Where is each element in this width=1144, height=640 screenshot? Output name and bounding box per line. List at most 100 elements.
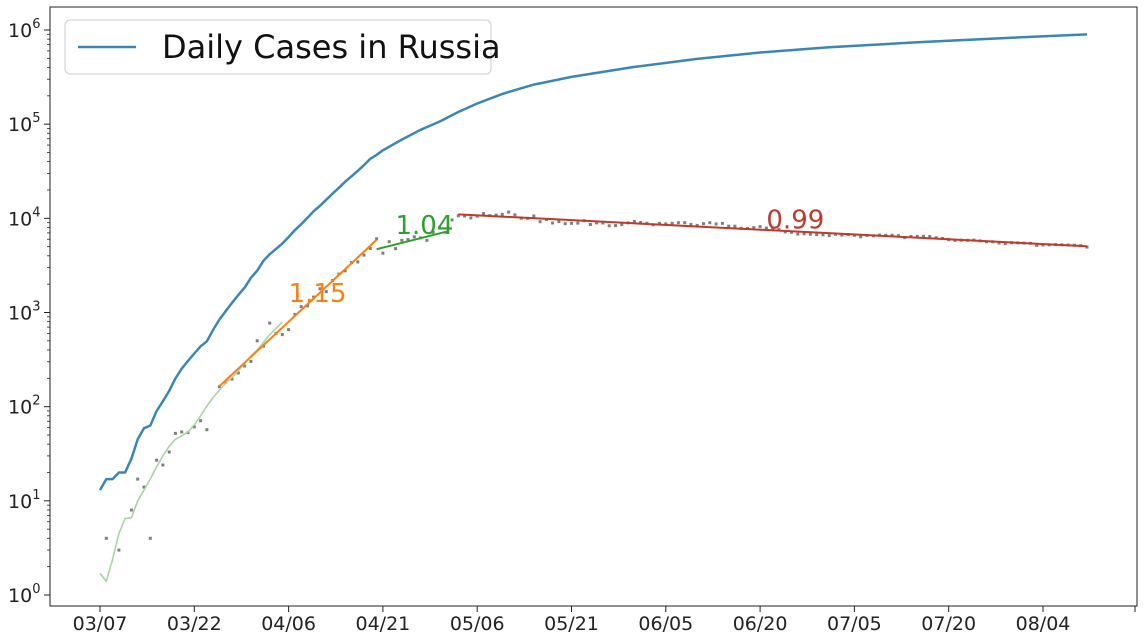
daily-point <box>412 235 416 239</box>
daily-point <box>727 224 731 228</box>
daily-point <box>896 234 900 238</box>
daily-point <box>595 221 599 225</box>
daily-point <box>293 312 297 316</box>
daily-point <box>777 228 781 232</box>
daily-point <box>802 232 806 236</box>
daily-point <box>588 223 592 226</box>
y-tick-label: 101 <box>8 488 40 513</box>
daily-point <box>689 223 693 226</box>
fit-layer: 1.15 1.04 0.99 <box>218 206 1088 387</box>
daily-point <box>664 222 668 226</box>
daily-point <box>368 247 372 250</box>
daily-point <box>551 221 555 225</box>
x-tick-label: 07/20 <box>921 613 976 635</box>
fit-line-orange <box>218 239 378 387</box>
daily-point <box>997 241 1001 245</box>
daily-point <box>192 425 196 429</box>
fit-line-green <box>376 230 447 251</box>
daily-point <box>438 226 441 230</box>
daily-point <box>173 431 177 435</box>
plot-frame <box>49 6 1138 607</box>
daily-point <box>324 290 328 294</box>
daily-point <box>243 364 247 368</box>
daily-point <box>714 222 718 226</box>
daily-point <box>356 260 360 264</box>
legend-box <box>64 19 492 75</box>
daily-point <box>576 221 580 225</box>
x-tick-label: 04/06 <box>261 613 316 635</box>
daily-point <box>148 536 152 540</box>
x-tick-label: 06/20 <box>733 613 788 635</box>
daily-point <box>500 212 504 216</box>
daily-point <box>306 304 309 308</box>
daily-point <box>129 508 133 512</box>
daily-point <box>639 221 643 224</box>
daily-point <box>387 240 391 244</box>
daily-point <box>268 321 272 325</box>
daily-point <box>890 233 894 237</box>
daily-point <box>287 328 291 332</box>
daily-point <box>827 234 831 238</box>
daily-point <box>236 371 240 375</box>
daily-point <box>456 214 460 218</box>
daily-point <box>557 220 561 223</box>
slope-label-red: 0.99 <box>766 206 824 236</box>
daily-point <box>614 224 617 228</box>
daily-point <box>406 238 410 241</box>
daily-point <box>676 221 680 225</box>
daily-point <box>601 221 605 225</box>
daily-point <box>702 222 705 226</box>
daily-point <box>117 548 121 552</box>
daily-point <box>381 251 385 255</box>
x-tick-label: 07/05 <box>827 613 882 635</box>
daily-point <box>632 219 636 223</box>
daily-point <box>161 463 165 467</box>
daily-point <box>362 253 366 257</box>
daily-point <box>658 221 661 225</box>
daily-point <box>538 220 542 224</box>
daily-point <box>821 233 825 237</box>
daily-point <box>155 458 159 462</box>
fit-line-red <box>458 213 1088 248</box>
y-tick-label: 105 <box>8 111 40 136</box>
daily-point <box>720 221 724 225</box>
x-tick-label: 03/22 <box>167 613 222 635</box>
daily-point <box>280 333 284 337</box>
daily-point <box>607 224 611 228</box>
daily-point <box>375 237 379 241</box>
daily-point <box>255 339 259 343</box>
y-tick-label: 103 <box>8 300 40 325</box>
daily-point <box>167 450 171 454</box>
y-tick-label: 104 <box>8 205 40 230</box>
daily-point <box>450 218 454 222</box>
daily-point <box>683 221 687 225</box>
daily-point <box>318 287 322 291</box>
daily-point <box>180 430 184 434</box>
y-tick-label: 100 <box>8 582 40 607</box>
daily-point <box>425 238 429 242</box>
daily-point <box>469 216 473 220</box>
daily-point <box>1085 245 1089 249</box>
x-tick-label: 05/06 <box>450 613 505 635</box>
daily-point <box>563 222 567 226</box>
legend: Daily Cases in Russia <box>64 19 501 75</box>
x-tick-label: 04/21 <box>356 613 411 635</box>
daily-point <box>670 221 674 225</box>
daily-point <box>764 226 768 230</box>
daily-point <box>431 230 435 234</box>
daily-point <box>733 224 737 228</box>
daily-point <box>695 223 699 227</box>
daily-point <box>104 536 108 540</box>
x-tick-label: 06/05 <box>638 613 693 635</box>
daily-point <box>570 221 573 225</box>
slope-label-orange: 1.15 <box>289 279 347 309</box>
daily-point <box>394 247 397 251</box>
cumulative-cases-line <box>98 33 1088 491</box>
daily-point <box>796 232 800 236</box>
daily-point <box>1003 242 1007 246</box>
daily-point <box>928 235 932 238</box>
daily-point <box>620 223 624 227</box>
x-tick-label: 08/04 <box>1016 613 1071 635</box>
x-tick-label: 03/07 <box>73 613 128 635</box>
